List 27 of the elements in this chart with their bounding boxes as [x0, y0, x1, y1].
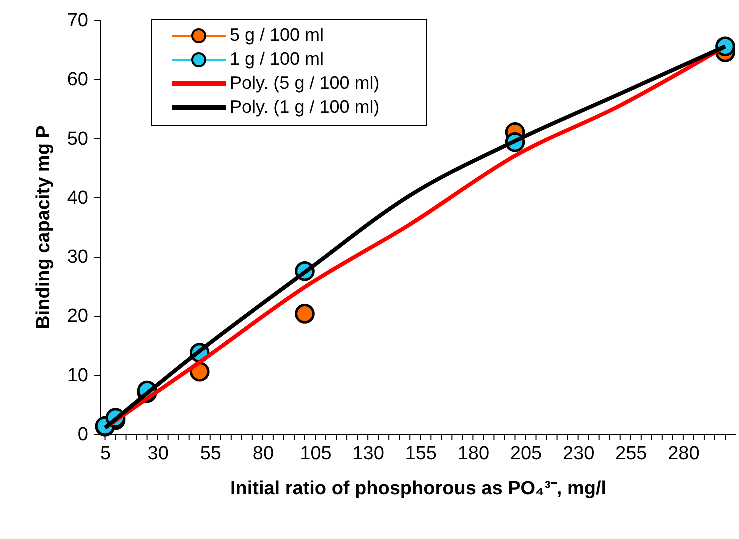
legend-label: 1 g / 100 ml: [230, 49, 324, 69]
y-tick-label: 30: [67, 247, 88, 268]
y-tick-label: 20: [67, 306, 88, 328]
legend-label: Poly. (1 g / 100 ml): [230, 97, 380, 117]
y-tick-label: 60: [67, 70, 88, 91]
x-tick-label: 5: [100, 444, 112, 464]
x-tick-label: 55: [200, 444, 222, 464]
x-tick-label: 280: [668, 444, 700, 464]
legend-label: Poly. (5 g / 100 ml): [230, 73, 380, 93]
y-tick-label: 50: [67, 128, 88, 150]
y-tick-label: 40: [67, 188, 88, 209]
y-tick-label: 10: [67, 365, 88, 386]
x-tick-label: 180: [458, 444, 490, 464]
x-tick-label: 230: [562, 444, 595, 464]
x-tick-label: 205: [510, 444, 542, 464]
legend-label: 5 g / 100 ml: [230, 25, 324, 45]
x-tick-label: 130: [352, 444, 384, 464]
x-axis-title: Initial ratio of phosphorous as PO₄³⁻, mg/l: [230, 478, 607, 500]
y-tick-label: 0: [78, 424, 88, 446]
point: [295, 304, 315, 324]
x-tick-label: 255: [616, 444, 648, 464]
y-tick-label: 70: [67, 10, 88, 32]
x-tick-label: 155: [405, 444, 437, 464]
x-tick-label: 105: [300, 444, 332, 464]
x-tick-label: 80: [252, 444, 274, 464]
x-tick-label: 30: [148, 444, 169, 464]
y-axis-title: Binding capacity mg P: [33, 125, 54, 330]
